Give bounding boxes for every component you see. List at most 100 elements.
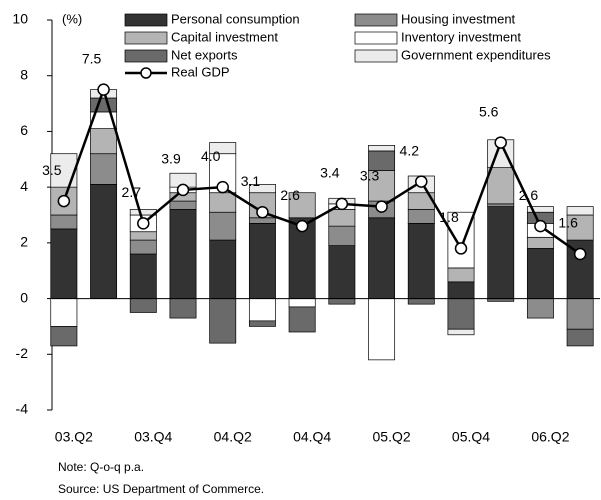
gdp-point — [295, 219, 309, 233]
y-unit-label: (%) — [62, 11, 82, 26]
legend-label: Capital investment — [171, 29, 278, 44]
y-tick-label: 8 — [20, 66, 28, 82]
gdp-label: 1.8 — [439, 209, 459, 225]
legend-label: Personal consumption — [171, 11, 300, 26]
gdp-point — [335, 197, 349, 211]
bar-segment — [169, 298, 197, 319]
legend-label: Housing investment — [401, 11, 516, 26]
x-tick-label: 04.Q4 — [293, 429, 331, 445]
gdp-point — [573, 247, 587, 261]
bar-segment — [90, 153, 118, 185]
y-tick-label: -2 — [16, 345, 29, 361]
bar-segment — [487, 167, 515, 205]
gdp-label: 3.3 — [360, 167, 380, 183]
bar-segment — [50, 228, 78, 299]
bar-segment — [129, 298, 157, 313]
bar-segment — [526, 298, 554, 319]
bar-segment — [90, 128, 118, 155]
bar-segment — [50, 214, 78, 230]
bar-segment — [248, 298, 276, 322]
bar-segment — [209, 142, 237, 155]
gdp-label: 2.6 — [280, 187, 300, 203]
bar-segment — [447, 267, 475, 283]
gdp-label: 3.1 — [241, 173, 261, 189]
bar-segment — [328, 298, 356, 305]
bar-segment — [169, 200, 197, 210]
gdp-point — [534, 219, 547, 233]
gdp-point — [454, 242, 468, 255]
bar-segment — [288, 298, 316, 308]
bar-segment — [328, 225, 356, 246]
legend-swatch — [124, 31, 168, 45]
legend-label: Net exports — [171, 47, 238, 62]
legend-swatch — [354, 49, 398, 63]
bar-segment — [526, 236, 554, 249]
x-tick-label: 05.Q4 — [452, 429, 490, 445]
bar-segment — [566, 214, 594, 241]
x-tick-label: 03.Q4 — [134, 429, 172, 445]
bar-segment — [526, 206, 554, 213]
legend-label: Government expenditures — [401, 47, 551, 62]
bar-segment — [129, 231, 157, 241]
gdp-point — [176, 183, 190, 197]
gdp-point — [57, 194, 71, 208]
gdp-label: 2.6 — [519, 187, 539, 203]
y-tick-label: 0 — [20, 289, 28, 305]
bar-segment — [288, 192, 316, 219]
legend-swatch — [354, 13, 398, 27]
legend-swatch — [124, 13, 168, 27]
bar-segment — [129, 253, 157, 299]
x-tick-label: 04.Q2 — [214, 429, 252, 445]
bar-segment — [50, 298, 78, 327]
gdp-label: 1.6 — [558, 215, 578, 231]
x-tick-label: 05.Q2 — [373, 429, 411, 445]
bar-segment — [407, 223, 435, 299]
note: Note: Q-o-q p.a. — [58, 460, 144, 474]
gdp-line — [62, 85, 581, 256]
bar-segment — [407, 209, 435, 224]
bar-segment — [248, 223, 276, 299]
legend-swatch — [124, 49, 168, 63]
y-tick-label: 6 — [20, 122, 28, 138]
bar-segment — [288, 306, 316, 333]
bar-segment — [566, 206, 594, 216]
y-tick-label: -4 — [16, 401, 29, 417]
gdp-point — [97, 83, 110, 96]
bar-segment — [169, 209, 197, 299]
bar-segment — [368, 145, 396, 152]
gdp-label: 7.5 — [82, 50, 102, 66]
gdp-label: 3.4 — [320, 165, 340, 181]
bar-segment — [368, 298, 396, 361]
gdp-label: 4.0 — [201, 148, 221, 164]
bar-segment — [90, 184, 118, 299]
gdp-point — [216, 180, 229, 194]
bar-segment — [50, 326, 78, 347]
bar-segment — [248, 320, 276, 327]
bar-segment — [328, 245, 356, 299]
x-tick-label: 03.Q2 — [55, 429, 93, 445]
bar-segment — [407, 298, 435, 305]
source: Source: US Department of Commerce. — [58, 482, 264, 496]
bar-segment — [209, 298, 237, 344]
bar-segment — [328, 209, 356, 227]
bar-segment — [487, 203, 515, 207]
legend-label: Inventory investment — [401, 29, 521, 44]
legend-swatch — [354, 31, 398, 45]
gdp-label: 3.5 — [42, 162, 62, 178]
bar-segment — [487, 206, 515, 299]
bar-segment — [209, 192, 237, 213]
gdp-point — [137, 217, 150, 230]
gdp-point — [415, 175, 428, 188]
gdp-point — [494, 136, 507, 149]
gdp-label: 3.9 — [161, 151, 181, 167]
bar-segment — [526, 248, 554, 299]
bar-segment — [90, 97, 118, 113]
bar-segment — [209, 211, 237, 241]
bar-segment — [566, 328, 594, 347]
legend-label: Real GDP — [171, 64, 230, 79]
x-tick-label: 06.Q2 — [531, 429, 569, 445]
bar-segment — [447, 298, 475, 330]
y-tick-label: 2 — [20, 234, 28, 250]
y-tick-label: 10 — [12, 11, 28, 27]
